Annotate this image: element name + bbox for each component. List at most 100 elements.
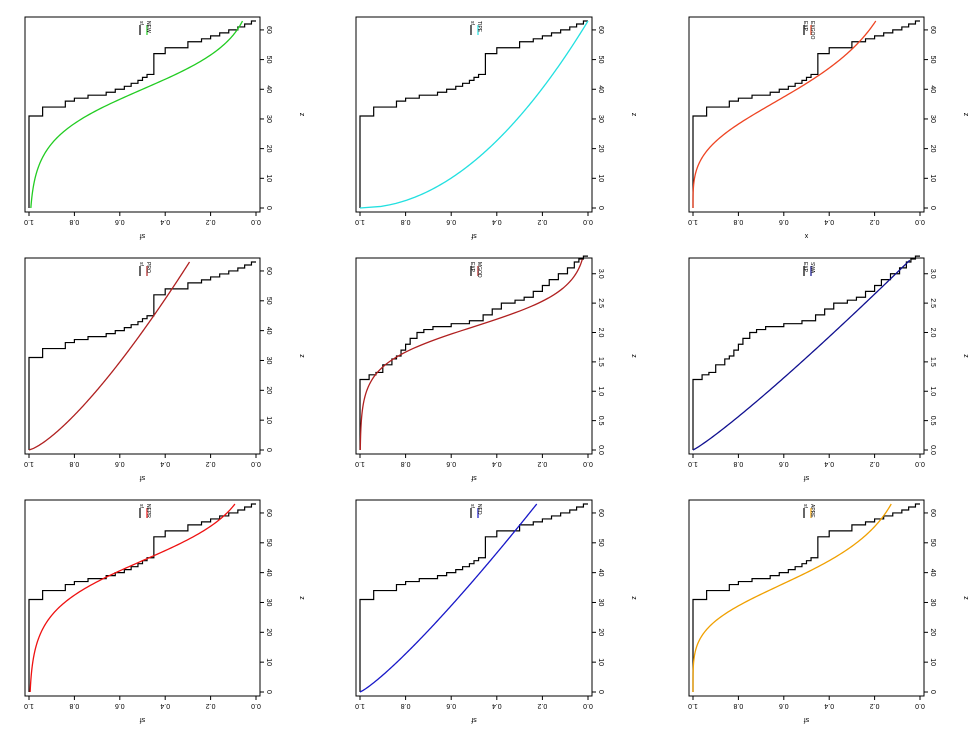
x-axis-title: z	[630, 596, 637, 600]
x-tick-label: 40	[929, 85, 936, 93]
x-tick-label: 10	[597, 658, 604, 666]
y-tick-label: 0.8	[733, 460, 743, 467]
x-tick-label: 40	[265, 569, 272, 577]
x-tick-label: 60	[929, 26, 936, 34]
y-axis-title: sf	[140, 232, 146, 239]
x-tick-label: 2.0	[929, 328, 936, 338]
x-tick-label: 50	[265, 297, 272, 305]
legend-label-fit: SWA	[809, 262, 815, 274]
legend-label-empirical: sf	[138, 262, 144, 267]
x-tick-label: 40	[265, 327, 272, 335]
y-tick-label: 0.6	[779, 702, 789, 709]
empirical-step-curve	[359, 503, 588, 692]
y-tick-label: 0.8	[69, 218, 79, 225]
y-tick-label: 0.4	[492, 460, 502, 467]
x-tick-label: 40	[597, 85, 604, 93]
y-tick-label: 0.6	[779, 218, 789, 225]
x-axis-title: z	[962, 113, 969, 117]
x-tick-label: 20	[265, 386, 272, 394]
y-tick-label: 0.8	[401, 218, 411, 225]
x-tick-label: 20	[929, 145, 936, 153]
legend-label-empirical: EXP	[802, 21, 808, 32]
y-tick-label: 0.8	[733, 218, 743, 225]
y-tick-label: 1.0	[355, 460, 365, 467]
x-tick-label: 50	[597, 539, 604, 547]
fitted-curve-ned	[359, 503, 538, 693]
x-tick-label: 20	[929, 628, 936, 636]
y-tick-label: 0.2	[206, 460, 216, 467]
y-axis-title: sf	[140, 716, 146, 723]
plot-frame	[688, 257, 925, 455]
x-tick-label: 40	[597, 569, 604, 577]
y-axis-title: sf	[471, 716, 477, 723]
legend-label-empirical: sf	[469, 21, 475, 26]
x-tick-label: 10	[597, 174, 604, 182]
fitted-curve-tipe	[359, 20, 589, 209]
x-tick-label: 30	[265, 115, 272, 123]
y-tick-label: 0.6	[446, 460, 456, 467]
y-tick-label: 1.0	[355, 702, 365, 709]
plot-frame	[24, 16, 261, 213]
x-tick-label: 1.0	[597, 386, 604, 396]
x-tick-label: 60	[597, 509, 604, 517]
x-tick-label: 0	[929, 690, 936, 694]
empirical-step-curve	[692, 503, 920, 692]
x-axis-title: z	[298, 596, 305, 600]
plot-frame	[688, 499, 925, 697]
y-tick-label: 0.0	[915, 460, 925, 467]
x-tick-label: 50	[929, 539, 936, 547]
x-tick-label: 0.5	[597, 416, 604, 426]
y-axis-title: sf	[471, 474, 477, 481]
y-tick-label: 0.2	[870, 218, 880, 225]
legend-label-fit: PRO	[145, 262, 151, 273]
x-tick-label: 2.5	[929, 298, 936, 308]
empirical-step-curve	[692, 20, 920, 208]
x-tick-label: 30	[265, 599, 272, 607]
y-tick-label: 1.0	[24, 460, 34, 467]
y-tick-label: 0.2	[537, 460, 547, 467]
legend-label-fit: TIPE	[476, 21, 482, 33]
y-tick-label: 0.0	[583, 702, 593, 709]
y-tick-label: 0.4	[160, 702, 170, 709]
x-tick-label: 20	[265, 628, 272, 636]
x-tick-label: 0.0	[597, 445, 604, 455]
x-tick-label: 30	[929, 115, 936, 123]
legend-label-empirical: sf	[138, 21, 144, 26]
y-tick-label: 0.4	[824, 218, 834, 225]
y-axis-title: sf	[140, 474, 146, 481]
plot-panel-center: 0.0 0.5 1.0 1.5 2.0 2.5 3.0 0.0 0.2 0.4 0.6 0.8 1.0 z…	[355, 255, 637, 481]
y-axis-title: sf	[471, 232, 477, 239]
x-axis-title: z	[298, 113, 305, 117]
x-tick-label: 30	[597, 115, 604, 123]
x-tick-label: 10	[265, 658, 272, 666]
y-tick-label: 0.0	[251, 702, 261, 709]
y-tick-label: 0.4	[824, 460, 834, 467]
legend-label-empirical: sf	[469, 504, 475, 509]
y-tick-label: 0.6	[779, 460, 789, 467]
empirical-step-curve	[359, 20, 588, 208]
x-tick-label: 2.0	[597, 328, 604, 338]
fitted-curve-swa	[692, 259, 911, 451]
y-tick-label: 0.2	[206, 218, 216, 225]
x-tick-label: 50	[929, 56, 936, 64]
y-tick-label: 1.0	[688, 460, 698, 467]
y-tick-label: 0.6	[115, 702, 125, 709]
plot-panel-middle-right: 0.0 0.5 1.0 1.5 2.0 2.5 3.0 0.0 0.2 0.4 0.6 0.8 1.0 z…	[688, 255, 969, 481]
x-tick-label: 10	[929, 658, 936, 666]
legend-label-empirical: sf	[138, 504, 144, 509]
y-tick-label: 0.2	[206, 702, 216, 709]
y-tick-label: 0.0	[251, 460, 261, 467]
y-tick-label: 0.6	[446, 702, 456, 709]
x-tick-label: 50	[597, 56, 604, 64]
x-tick-label: 0	[597, 206, 604, 210]
x-tick-label: 0.0	[929, 445, 936, 455]
legend-label-fit: MGOD	[476, 262, 482, 278]
plot-frame	[24, 257, 261, 455]
plot-frame	[355, 499, 593, 697]
x-axis-title: z	[962, 354, 969, 358]
y-tick-label: 0.0	[583, 460, 593, 467]
